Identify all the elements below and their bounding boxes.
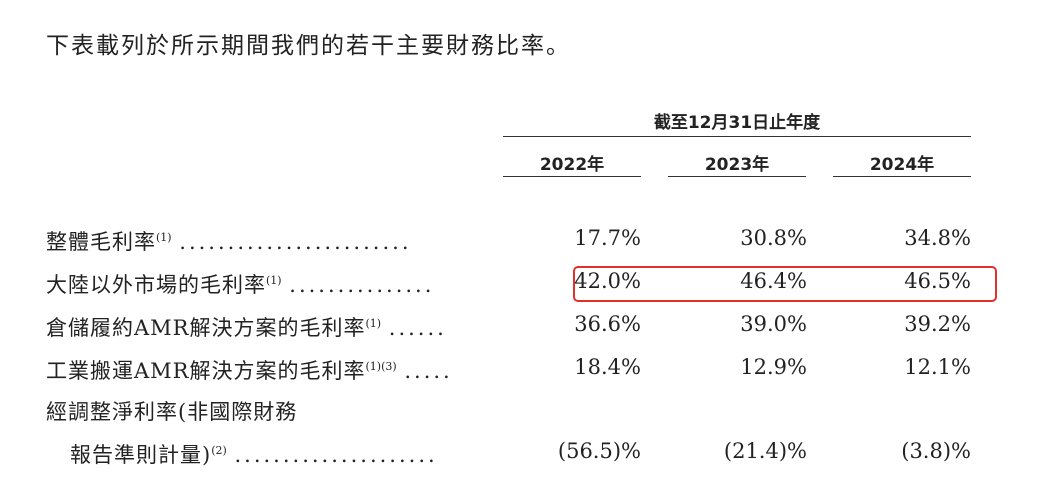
leader-dots: ........................ xyxy=(179,230,412,254)
value-2022: 42.0% xyxy=(574,269,641,293)
leader-dots: ...... xyxy=(388,316,447,340)
value-2024: 46.5% xyxy=(904,269,971,293)
year-header-2023: 2023年 xyxy=(704,155,770,175)
footnote-ref: (1) xyxy=(365,317,382,330)
row-label: 整體毛利率 xyxy=(46,230,156,254)
value-2022: (56.5)% xyxy=(557,439,641,463)
table-row: 整體毛利率(1) ........................ 17.7% … xyxy=(46,226,976,262)
value-2024: 34.8% xyxy=(904,226,971,250)
row-label: 報告準則計量) xyxy=(70,443,212,467)
value-2024: (3.8)% xyxy=(901,439,971,463)
value-2023: 30.8% xyxy=(740,226,807,250)
value-2023: 12.9% xyxy=(740,355,807,379)
period-header: 截至12月31日止年度 xyxy=(653,113,821,133)
year-rule-2023 xyxy=(668,176,806,177)
table-row: 工業搬運AMR解決方案的毛利率(1)(3) ..... 18.4% 12.9% … xyxy=(46,355,976,391)
row-label: 大陸以外市場的毛利率 xyxy=(46,273,266,297)
value-2022: 17.7% xyxy=(574,226,641,250)
footnote-ref: (1) xyxy=(266,274,282,287)
table-row: 經調整淨利率(非國際財務 xyxy=(46,396,976,432)
row-label-cell: 大陸以外市場的毛利率(1) ............... xyxy=(46,269,434,299)
row-label: 經調整淨利率(非國際財務 xyxy=(46,400,298,424)
row-label-cell: 報告準則計量)(2) ..................... xyxy=(70,439,438,469)
value-2022: 36.6% xyxy=(574,312,641,336)
footnote-ref: (1)(3) xyxy=(365,360,397,373)
value-2023: (21.4)% xyxy=(723,439,807,463)
row-label-cell: 經調整淨利率(非國際財務 xyxy=(46,396,297,426)
table-row: 大陸以外市場的毛利率(1) ............... 42.0% 46.4… xyxy=(46,269,976,305)
value-2023: 39.0% xyxy=(740,312,807,336)
footnote-ref: (2) xyxy=(211,444,227,457)
value-2023: 46.4% xyxy=(740,269,807,293)
row-label-cell: 工業搬運AMR解決方案的毛利率(1)(3) ..... xyxy=(46,355,453,385)
row-label-cell: 整體毛利率(1) ........................ xyxy=(46,226,412,256)
leader-dots: ..................... xyxy=(234,443,438,467)
leader-dots: ............... xyxy=(289,273,435,297)
row-label-cell: 倉儲履約AMR解決方案的毛利率(1) ...... xyxy=(46,312,447,342)
year-header-2022: 2022年 xyxy=(539,155,605,175)
table-row: 報告準則計量)(2) ..................... (56.5)%… xyxy=(46,439,976,475)
highlight-box xyxy=(573,266,997,302)
value-2022: 18.4% xyxy=(574,355,641,379)
row-label: 工業搬運AMR解決方案的毛利率 xyxy=(46,359,366,383)
period-header-rule xyxy=(503,136,971,137)
row-label: 倉儲履約AMR解決方案的毛利率 xyxy=(46,316,366,340)
leader-dots: ..... xyxy=(404,359,453,383)
table-row: 倉儲履約AMR解決方案的毛利率(1) ...... 36.6% 39.0% 39… xyxy=(46,312,976,348)
intro-text: 下表載列於所示期間我們的若干主要財務比率。 xyxy=(46,33,571,59)
year-header-2024: 2024年 xyxy=(869,155,935,175)
value-2024: 39.2% xyxy=(904,312,971,336)
value-2024: 12.1% xyxy=(904,355,971,379)
year-rule-2024 xyxy=(833,176,971,177)
year-rule-2022 xyxy=(503,176,641,177)
footnote-ref: (1) xyxy=(156,231,172,244)
